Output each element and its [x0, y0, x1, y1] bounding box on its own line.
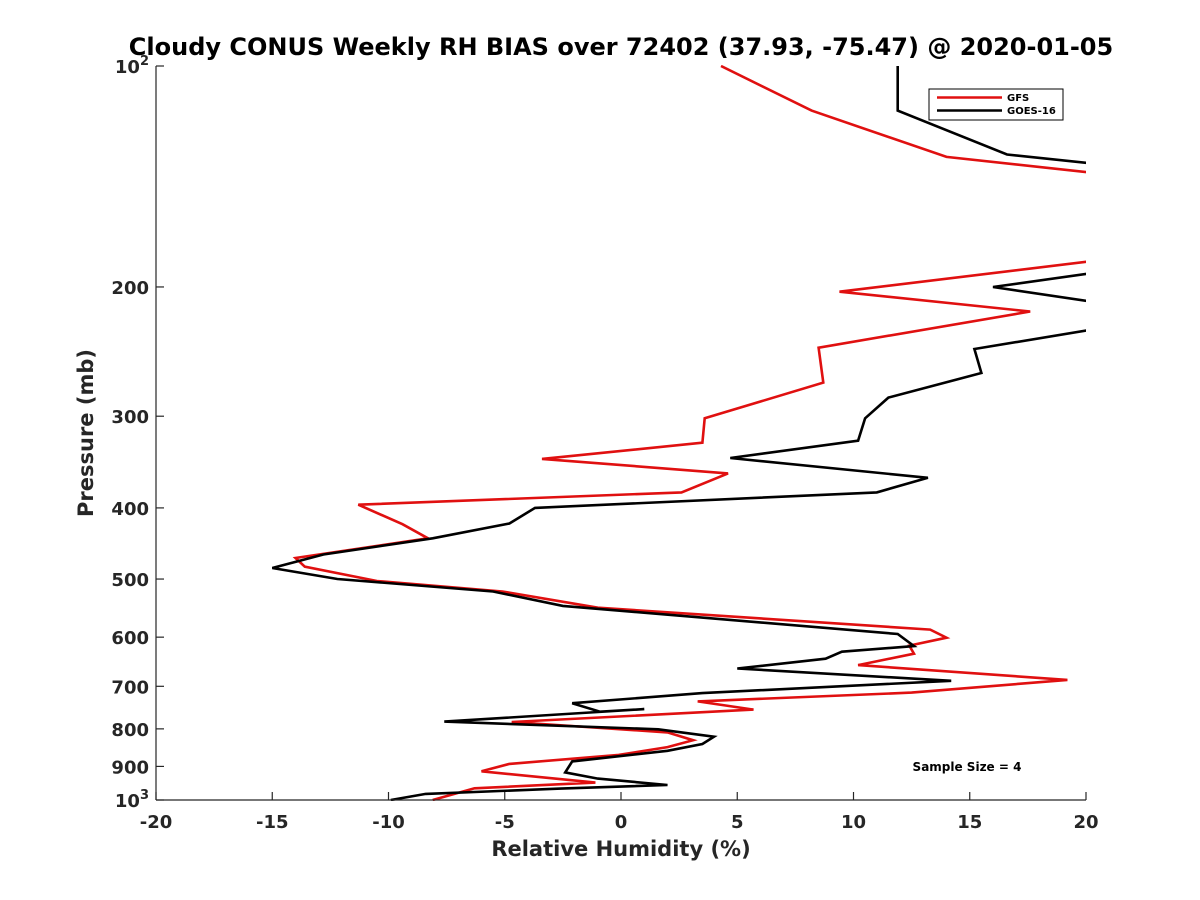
x-tick-label: 20	[1073, 812, 1098, 833]
legend: GFS GOES-16	[928, 88, 1064, 121]
plot-area	[271, 65, 1086, 801]
y-tick-label: 700	[111, 677, 149, 698]
x-tick-label: 15	[957, 812, 982, 833]
x-tick-label: 0	[615, 812, 628, 833]
y-tick-label: 800	[111, 720, 149, 741]
chart-title: Cloudy CONUS Weekly RH BIAS over 72402 (…	[129, 33, 1113, 61]
x-tick-label: -20	[140, 812, 173, 833]
y-tick-label: 300	[111, 407, 149, 428]
x-axis-label: Relative Humidity (%)	[491, 837, 750, 861]
legend-label-gfs: GFS	[1007, 93, 1029, 104]
y-tick-label: 400	[111, 499, 149, 520]
x-tick-label: 5	[731, 812, 744, 833]
series-line-gfs	[292, 65, 1086, 801]
series-line-goes16	[271, 66, 1086, 801]
y-axis-label: Pressure (mb)	[74, 349, 98, 517]
x-axis-ticks: -20 -15 -10 -5 0 5 10 15 20	[140, 792, 1099, 833]
x-tick-label: -15	[256, 812, 289, 833]
y-tick-label: 900	[111, 757, 149, 778]
legend-label-goes16: GOES-16	[1007, 106, 1056, 117]
y-tick-label: 103	[115, 788, 149, 812]
y-tick-label: 600	[111, 628, 149, 649]
y-axis-ticks: 102 200 300 400 500 600 700 800 900 103	[111, 54, 164, 812]
y-tick-label: 200	[111, 278, 149, 299]
y-tick-label: 500	[111, 570, 149, 591]
x-tick-label: -5	[495, 812, 515, 833]
y-tick-label: 102	[115, 54, 149, 78]
x-tick-label: -10	[372, 812, 405, 833]
x-tick-label: 10	[841, 812, 866, 833]
sample-size-annotation: Sample Size = 4	[913, 760, 1022, 774]
legend-box	[928, 88, 1064, 121]
